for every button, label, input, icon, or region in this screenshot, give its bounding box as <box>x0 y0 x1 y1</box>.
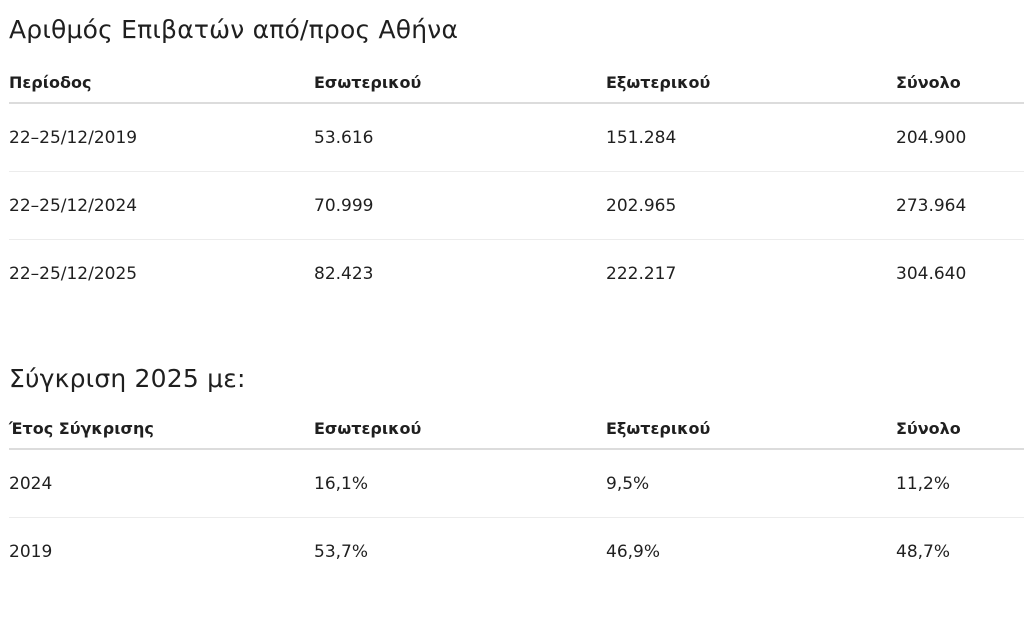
column-header-domestic: Εσωτερικού <box>314 62 606 104</box>
cell-domestic: 53.616 <box>314 103 606 172</box>
table-row: 2019 53,7% 46,9% 48,7% <box>9 518 1024 586</box>
cell-period: 22–25/12/2025 <box>9 263 138 284</box>
passengers-table-title: Αριθμός Επιβατών από/προς Αθήνα <box>9 15 459 44</box>
table-row: 22–25/12/2025 82.423 222.217 304.640 <box>9 240 1024 308</box>
cell-period: 22–25/12/2019 <box>9 103 314 172</box>
cell-total: 273.964 <box>896 171 1024 240</box>
cell-international: 46,9% <box>606 541 661 562</box>
cell-year: 2024 <box>9 449 314 518</box>
cell-total: 48,7% <box>896 541 951 562</box>
column-header-international: Εξωτερικού <box>606 62 896 104</box>
cell-international: 222.217 <box>606 263 677 284</box>
column-header-domestic: Εσωτερικού <box>314 408 606 450</box>
cell-total: 204.900 <box>896 103 1024 172</box>
column-header-period: Περίοδος <box>9 62 314 104</box>
cell-period: 22–25/12/2024 <box>9 171 314 240</box>
cell-international: 9,5% <box>606 449 896 518</box>
column-header-total: Σύνολο <box>896 62 1024 104</box>
cell-total: 11,2% <box>896 449 1024 518</box>
table-header-row: Περίοδος Εσωτερικού Εξωτερικού Σύνολο <box>9 62 1024 104</box>
cell-domestic: 82.423 <box>314 263 374 284</box>
column-header-comparison-year: Έτος Σύγκρισης <box>9 408 314 450</box>
cell-year: 2019 <box>9 541 53 562</box>
cell-total: 304.640 <box>896 263 967 284</box>
cell-domestic: 70.999 <box>314 171 606 240</box>
passengers-table: Περίοδος Εσωτερικού Εξωτερικού Σύνολο 22… <box>9 62 1024 307</box>
table-header-row: Έτος Σύγκρισης Εσωτερικού Εξωτερικού Σύν… <box>9 408 1024 450</box>
comparison-table-title: Σύγκριση 2025 με: <box>9 364 246 393</box>
table-row: 22–25/12/2024 70.999 202.965 273.964 <box>9 171 1024 240</box>
cell-international: 151.284 <box>606 103 896 172</box>
cell-international: 202.965 <box>606 171 896 240</box>
table-row: 2024 16,1% 9,5% 11,2% <box>9 449 1024 518</box>
cell-domestic: 53,7% <box>314 541 369 562</box>
table-row: 22–25/12/2019 53.616 151.284 204.900 <box>9 103 1024 172</box>
column-header-total: Σύνολο <box>896 408 1024 450</box>
comparison-table: Έτος Σύγκρισης Εσωτερικού Εξωτερικού Σύν… <box>9 408 1024 585</box>
cell-domestic: 16,1% <box>314 449 606 518</box>
column-header-international: Εξωτερικού <box>606 408 896 450</box>
